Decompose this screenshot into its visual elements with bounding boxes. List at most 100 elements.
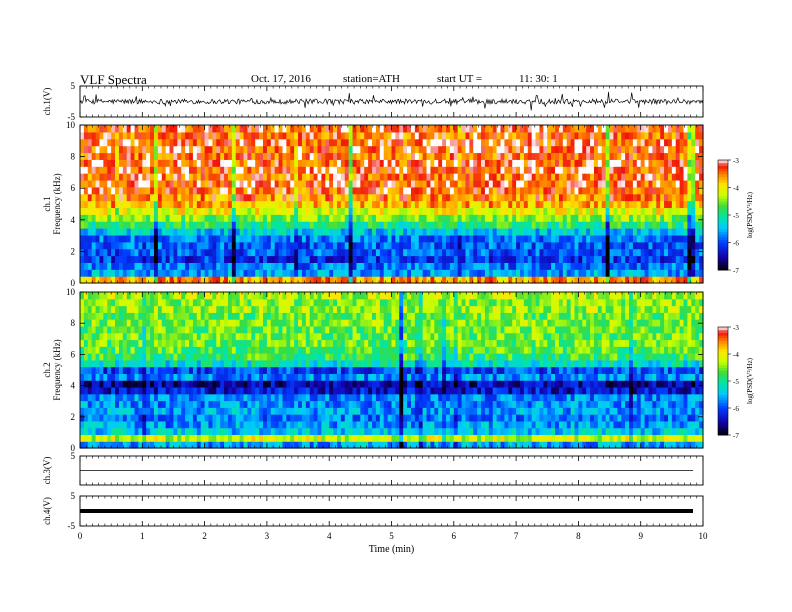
psd-cell <box>216 386 221 395</box>
psd-cell <box>652 179 657 188</box>
psd-cell <box>652 262 657 270</box>
psd-cell <box>274 269 280 277</box>
psd-cell <box>407 255 412 263</box>
psd-cell <box>317 248 323 257</box>
psd-cell <box>122 292 128 300</box>
psd-cell <box>582 173 587 181</box>
psd-cell <box>426 131 432 140</box>
psd-cell <box>224 214 229 222</box>
psd-cell <box>609 228 615 236</box>
psd-cell <box>255 276 260 284</box>
psd-cell <box>527 166 533 174</box>
psd-cell <box>290 152 295 160</box>
psd-cell <box>294 152 299 160</box>
psd-cell <box>473 173 478 181</box>
psd-cell <box>80 441 85 449</box>
psd-cell <box>687 234 692 243</box>
psd-cell <box>301 152 307 160</box>
psd-cell <box>305 228 311 236</box>
psd-cell <box>609 221 615 229</box>
psd-cell <box>282 186 287 195</box>
psd-cell <box>648 131 653 140</box>
psd-cell <box>95 269 101 277</box>
psd-cell <box>508 138 513 147</box>
psd-cell <box>325 228 330 236</box>
psd-cell <box>504 262 509 270</box>
psd-cell <box>414 125 420 133</box>
psd-cell <box>488 214 494 222</box>
psd-cell <box>208 366 213 374</box>
psd-cell <box>204 305 210 313</box>
psd-cell <box>99 255 104 263</box>
psd-cell <box>274 276 280 284</box>
psd-cell <box>142 346 147 354</box>
psd-cell <box>255 193 260 202</box>
psd-cell <box>364 262 369 270</box>
psd-cell <box>679 179 685 188</box>
psd-cell <box>586 145 591 154</box>
psd-cell <box>699 200 704 209</box>
psd-cell <box>313 221 319 229</box>
psd-cell <box>539 200 544 209</box>
psd-cell <box>134 319 139 327</box>
psd-cell <box>192 166 198 174</box>
psd-cell <box>192 420 198 429</box>
psd-cell <box>500 214 506 222</box>
psd-cell <box>107 234 112 243</box>
psd-cell <box>597 255 603 263</box>
psd-cell <box>200 325 206 334</box>
psd-cell <box>208 305 213 313</box>
psd-cell <box>644 186 650 195</box>
psd-cell <box>333 179 338 188</box>
psd-cell <box>313 152 319 160</box>
psd-cell <box>547 262 552 270</box>
psd-cell <box>465 152 470 160</box>
psd-cell <box>118 332 124 341</box>
psd-cell <box>593 241 599 250</box>
psd-cell <box>130 193 136 202</box>
psd-cell <box>239 241 245 250</box>
psd-cell <box>255 200 260 209</box>
psd-cell <box>375 145 381 154</box>
psd-cell <box>111 207 116 215</box>
psd-cell <box>153 380 159 388</box>
psd-cell <box>99 434 104 442</box>
psd-cell <box>340 125 346 133</box>
psd-cell <box>613 166 618 174</box>
psd-cell <box>126 386 132 395</box>
psd-cell <box>504 269 509 277</box>
psd-cell <box>562 173 568 181</box>
psd-cell <box>629 186 634 195</box>
psd-cell <box>321 228 326 236</box>
psd-cell <box>282 179 287 188</box>
psd-cell <box>115 407 120 415</box>
psd-cell <box>239 200 245 209</box>
psd-cell <box>430 269 435 277</box>
colorbar-swatch <box>718 231 728 235</box>
psd-cell <box>652 276 657 284</box>
psd-cell <box>484 221 490 229</box>
psd-cell <box>325 138 330 147</box>
psd-cell <box>407 248 412 257</box>
colorbar-tick-label: -3 <box>733 157 739 165</box>
psd-cell <box>91 241 97 250</box>
psd-cell <box>695 228 700 236</box>
psd-cell <box>375 152 381 160</box>
psd-cell <box>410 138 416 147</box>
psd-cell <box>200 262 206 270</box>
psd-cell <box>173 262 178 270</box>
psd-cell <box>430 125 435 133</box>
psd-cell <box>543 145 548 154</box>
psd-cell <box>535 207 541 215</box>
psd-cell <box>153 359 159 368</box>
psd-cell <box>535 248 541 257</box>
psd-cell <box>422 221 428 229</box>
psd-cell <box>286 173 291 181</box>
psd-cell <box>87 228 93 236</box>
psd-cell <box>189 159 194 167</box>
psd-cell <box>286 248 291 257</box>
psd-cell <box>395 248 400 257</box>
psd-cell <box>430 234 435 243</box>
psd-cell <box>208 234 213 243</box>
psd-cell <box>352 228 358 236</box>
